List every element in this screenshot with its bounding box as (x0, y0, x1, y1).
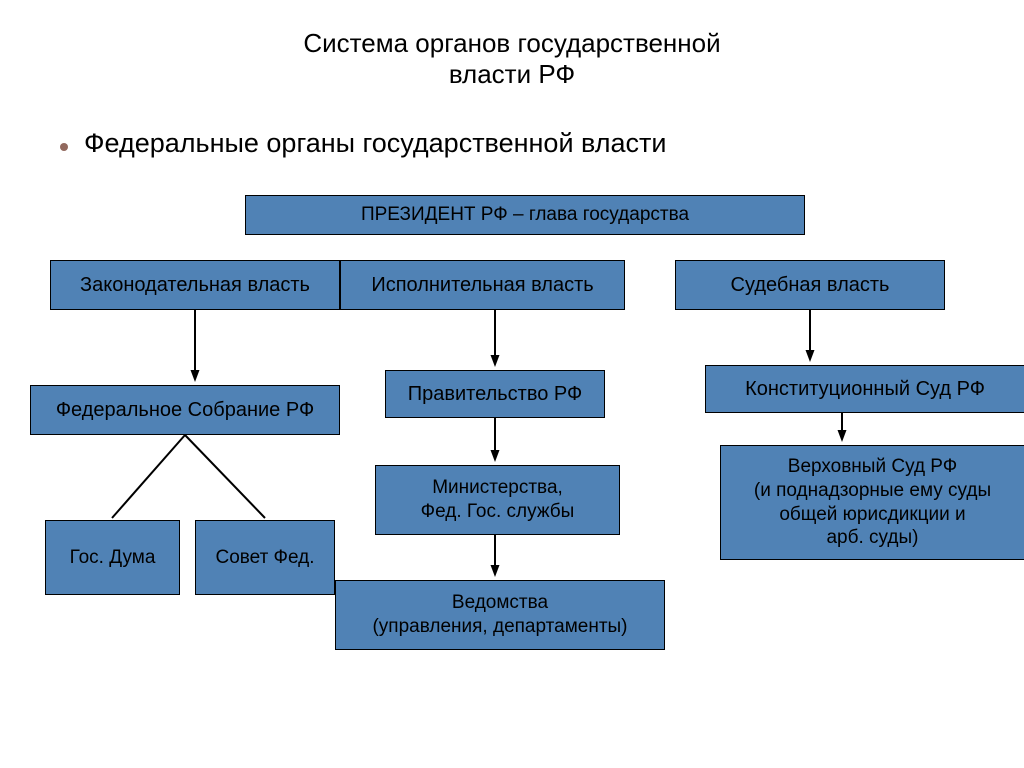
node-legislative: Законодательная власть (50, 260, 340, 310)
node-duma: Гос. Дума (45, 520, 180, 595)
node-judicial: Судебная власть (675, 260, 945, 310)
subheading-row: Федеральные органы государственной власт… (60, 128, 666, 159)
node-executive: Исполнительная власть (340, 260, 625, 310)
node-government: Правительство РФ (385, 370, 605, 418)
title-line2: власти РФ (0, 59, 1024, 90)
node-fed_assembly: Федеральное Собрание РФ (30, 385, 340, 435)
edge-fed_assembly-sovfed (170, 420, 280, 533)
node-president: ПРЕЗИДЕНТ РФ – глава государства (245, 195, 805, 235)
node-supreme_court: Верховный Суд РФ (и поднадзорные ему суд… (720, 445, 1024, 560)
bullet-icon (60, 143, 68, 151)
node-agencies: Ведомства (управления, департаменты) (335, 580, 665, 650)
node-const_court: Конституционный Суд РФ (705, 365, 1024, 413)
node-sovfed: Совет Фед. (195, 520, 335, 595)
subheading-text: Федеральные органы государственной власт… (84, 128, 666, 159)
slide-title: Система органов государственной власти Р… (0, 28, 1024, 90)
edge-legislative-fed_assembly (180, 295, 210, 397)
edge-fed_assembly-duma (97, 420, 200, 533)
title-line1: Система органов государственной (0, 28, 1024, 59)
node-ministries: Министерства, Фед. Гос. службы (375, 465, 620, 535)
